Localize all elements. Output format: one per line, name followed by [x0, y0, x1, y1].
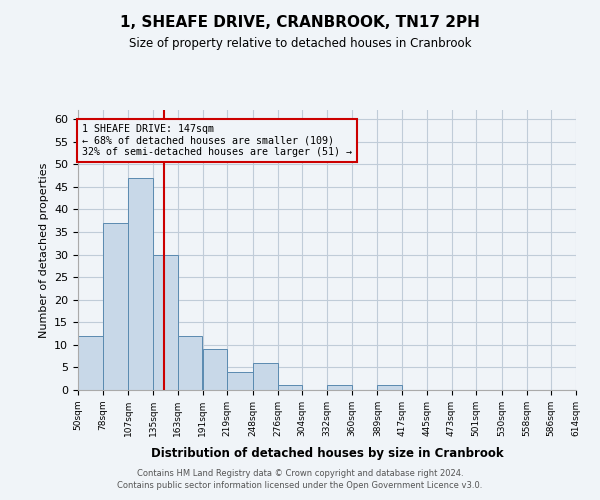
- Y-axis label: Number of detached properties: Number of detached properties: [38, 162, 49, 338]
- Bar: [203, 350, 227, 390]
- Bar: [103, 223, 128, 390]
- Text: Contains HM Land Registry data © Crown copyright and database right 2024.
Contai: Contains HM Land Registry data © Crown c…: [118, 468, 482, 490]
- Bar: [78, 336, 103, 390]
- Bar: [377, 386, 402, 390]
- Bar: [327, 386, 352, 390]
- Bar: [153, 254, 178, 390]
- Bar: [178, 336, 202, 390]
- Text: 1 SHEAFE DRIVE: 147sqm
← 68% of detached houses are smaller (109)
32% of semi-de: 1 SHEAFE DRIVE: 147sqm ← 68% of detached…: [82, 124, 352, 156]
- Text: Size of property relative to detached houses in Cranbrook: Size of property relative to detached ho…: [129, 38, 471, 51]
- Bar: [253, 363, 278, 390]
- X-axis label: Distribution of detached houses by size in Cranbrook: Distribution of detached houses by size …: [151, 447, 503, 460]
- Bar: [278, 386, 302, 390]
- Text: 1, SHEAFE DRIVE, CRANBROOK, TN17 2PH: 1, SHEAFE DRIVE, CRANBROOK, TN17 2PH: [120, 15, 480, 30]
- Bar: [227, 372, 253, 390]
- Bar: [128, 178, 153, 390]
